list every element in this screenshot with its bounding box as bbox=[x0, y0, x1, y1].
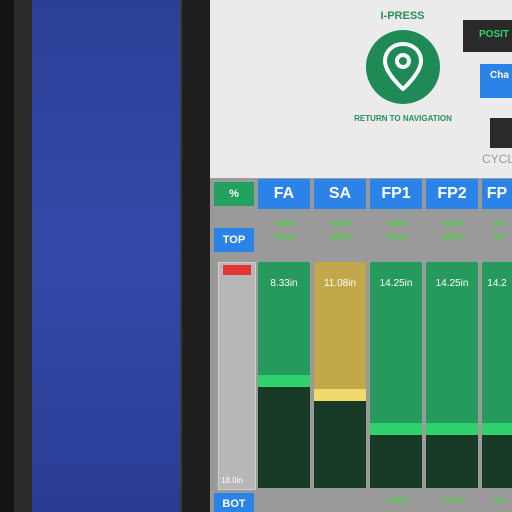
cycle-label: CYCL bbox=[482, 152, 512, 166]
level-column-fp: 14.2 bbox=[482, 262, 512, 488]
reference-label: 18.0in bbox=[221, 476, 243, 485]
column-value: 14.2 bbox=[487, 278, 507, 289]
top-button[interactable]: TOP bbox=[214, 228, 254, 252]
blurred-readout: ▬▬ bbox=[494, 217, 504, 241]
side-blue-panel bbox=[32, 0, 180, 512]
bezel-left bbox=[14, 0, 32, 512]
level-column-fp1: 14.25in bbox=[370, 262, 422, 488]
column-value: 11.08in bbox=[323, 278, 357, 289]
column-lower bbox=[314, 401, 366, 488]
column-upper bbox=[426, 262, 478, 423]
level-indicator bbox=[426, 423, 478, 435]
header-panel: I-PRESS RETURN TO NAVIGATION POSIT Cha C… bbox=[210, 0, 512, 178]
position-button[interactable]: POSIT bbox=[463, 20, 512, 52]
location-pin-icon bbox=[383, 42, 423, 91]
column-upper bbox=[370, 262, 422, 423]
level-indicator bbox=[370, 423, 422, 435]
blurred-readout: ▬▬ bbox=[387, 494, 407, 505]
app-title: I-PRESS bbox=[380, 10, 425, 22]
blurred-readout: ▬ bbox=[494, 494, 504, 505]
tab-fp[interactable]: FP bbox=[482, 179, 512, 209]
bottom-button[interactable]: BOT bbox=[214, 493, 254, 512]
column-lower bbox=[258, 387, 310, 488]
column-value: 8.33in bbox=[270, 278, 298, 289]
level-indicator bbox=[314, 389, 366, 401]
column-lower bbox=[426, 435, 478, 488]
tab-fp1[interactable]: FP1 bbox=[370, 179, 422, 209]
level-column-fa: 8.33in bbox=[258, 262, 310, 488]
tab-fa[interactable]: FA bbox=[258, 179, 310, 209]
column-lower bbox=[370, 435, 422, 488]
column-upper bbox=[482, 262, 512, 423]
column-lower bbox=[482, 435, 512, 488]
blurred-readout: ▬▬ ▬▬ bbox=[275, 217, 295, 241]
reference-marker bbox=[223, 265, 251, 275]
reference-gauge: 18.0in bbox=[218, 262, 256, 490]
percent-button[interactable]: % bbox=[214, 182, 254, 206]
level-indicator bbox=[482, 423, 512, 435]
level-column-fp2: 14.25in bbox=[426, 262, 478, 488]
column-value: 14.25in bbox=[435, 278, 469, 289]
bezel-gap bbox=[180, 0, 210, 512]
tab-sa[interactable]: SA bbox=[314, 179, 366, 209]
blurred-readout: ▬▬ bbox=[443, 494, 463, 505]
blurred-readout: ▬▬ ▬▬ bbox=[387, 217, 407, 241]
change-button[interactable]: Cha bbox=[480, 64, 512, 98]
blurred-readout: ▬▬ ▬▬ bbox=[443, 217, 463, 241]
column-upper bbox=[314, 262, 366, 389]
blurred-readout: ▬▬ ▬▬ bbox=[331, 217, 351, 241]
main-screen: I-PRESS RETURN TO NAVIGATION POSIT Cha C… bbox=[210, 0, 512, 512]
column-upper bbox=[258, 262, 310, 375]
return-to-navigation-label[interactable]: RETURN TO NAVIGATION bbox=[354, 114, 452, 123]
tab-fp2[interactable]: FP2 bbox=[426, 179, 478, 209]
level-indicator bbox=[258, 375, 310, 387]
return-to-navigation-button[interactable] bbox=[366, 30, 440, 104]
level-column-sa: 11.08in bbox=[314, 262, 366, 488]
cycle-button[interactable] bbox=[490, 118, 512, 148]
column-value: 14.25in bbox=[379, 278, 413, 289]
